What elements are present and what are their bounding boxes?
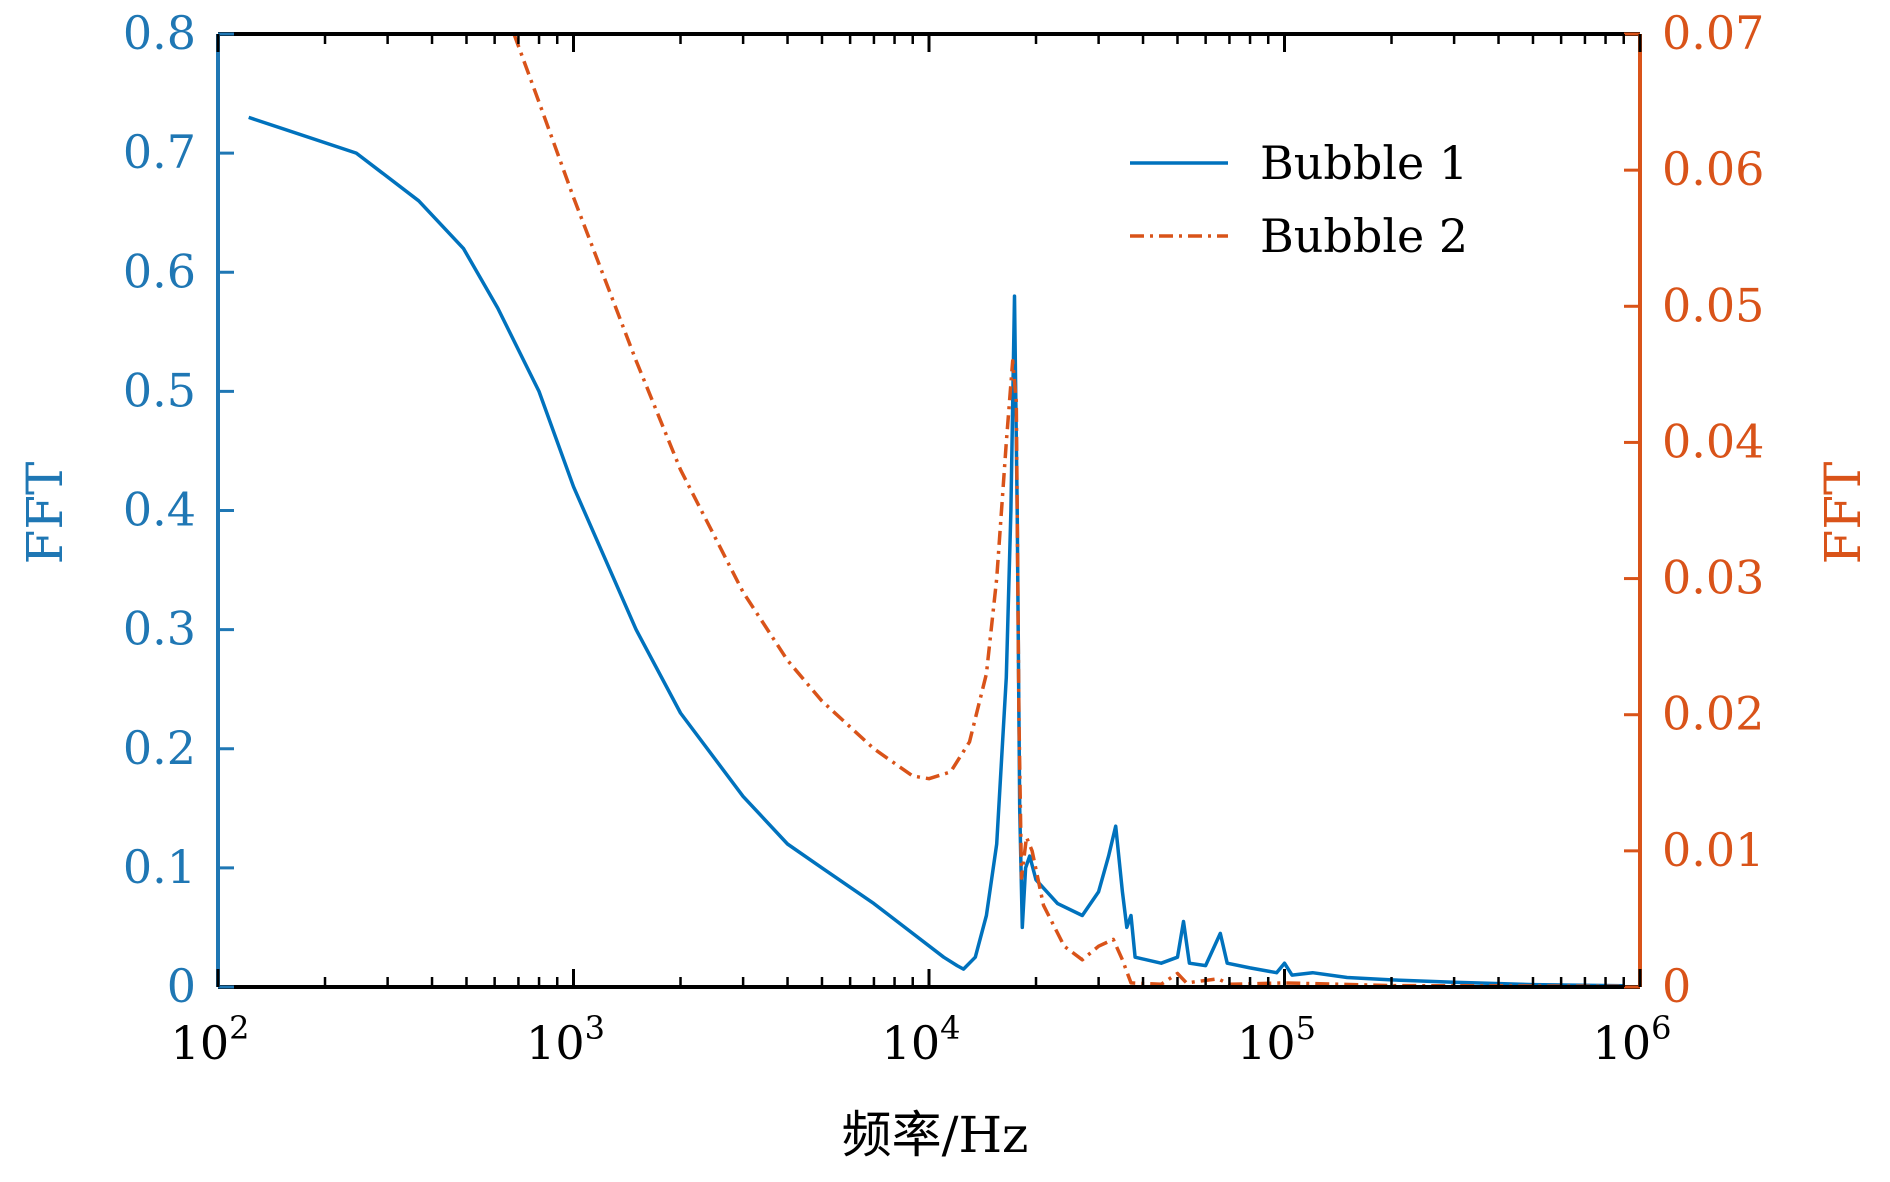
legend-label-bubble-1: Bubble 1 — [1260, 136, 1468, 190]
x-tick-label: 102 — [171, 1009, 250, 1070]
right-y-tick-label: 0.01 — [1662, 823, 1764, 877]
x-tick-label: 104 — [882, 1009, 961, 1070]
right-y-tick-label: 0 — [1662, 959, 1691, 1013]
left-y-tick-label: 0.1 — [123, 840, 196, 894]
x-tick-label: 105 — [1237, 1009, 1316, 1070]
left-y-tick-label: 0.4 — [123, 483, 196, 537]
right-y-tick-label: 0.06 — [1662, 142, 1764, 196]
left-y-tick-label: 0.3 — [123, 602, 196, 656]
left-y-tick-label: 0 — [167, 959, 196, 1013]
x-tick-label: 106 — [1593, 1009, 1672, 1070]
axis-ticks: 0 0.1 0.2 0.3 0.4 0.5 0.6 0.7 0.8 0 0.01 0.02 0.03 0.… — [123, 6, 1765, 1070]
legend-label-bubble-2: Bubble 2 — [1260, 209, 1468, 263]
left-y-tick-label: 0.2 — [123, 721, 196, 775]
legend: Bubble 1 Bubble 2 — [1130, 136, 1468, 263]
x-axis-title: 频率/Hz — [842, 1106, 1029, 1164]
right-y-axis-title: FFT — [1814, 462, 1872, 565]
left-y-tick-label: 0.7 — [123, 125, 196, 179]
right-y-tick-label: 0.04 — [1662, 414, 1764, 468]
right-y-tick-label: 0.05 — [1662, 278, 1764, 332]
right-y-tick-label: 0.03 — [1662, 551, 1764, 605]
x-tick-label: 103 — [526, 1009, 605, 1070]
left-y-tick-label: 0.6 — [123, 244, 196, 298]
left-y-tick-label: 0.8 — [123, 6, 196, 60]
right-y-tick-label: 0.02 — [1662, 687, 1764, 741]
right-y-tick-label: 0.07 — [1662, 6, 1764, 60]
series-layer — [248, 33, 1624, 989]
left-y-tick-label: 0.5 — [123, 363, 196, 417]
series-line-1 — [248, 115, 1624, 988]
left-y-axis-title: FFT — [16, 462, 74, 565]
series-line-2 — [512, 33, 1624, 989]
